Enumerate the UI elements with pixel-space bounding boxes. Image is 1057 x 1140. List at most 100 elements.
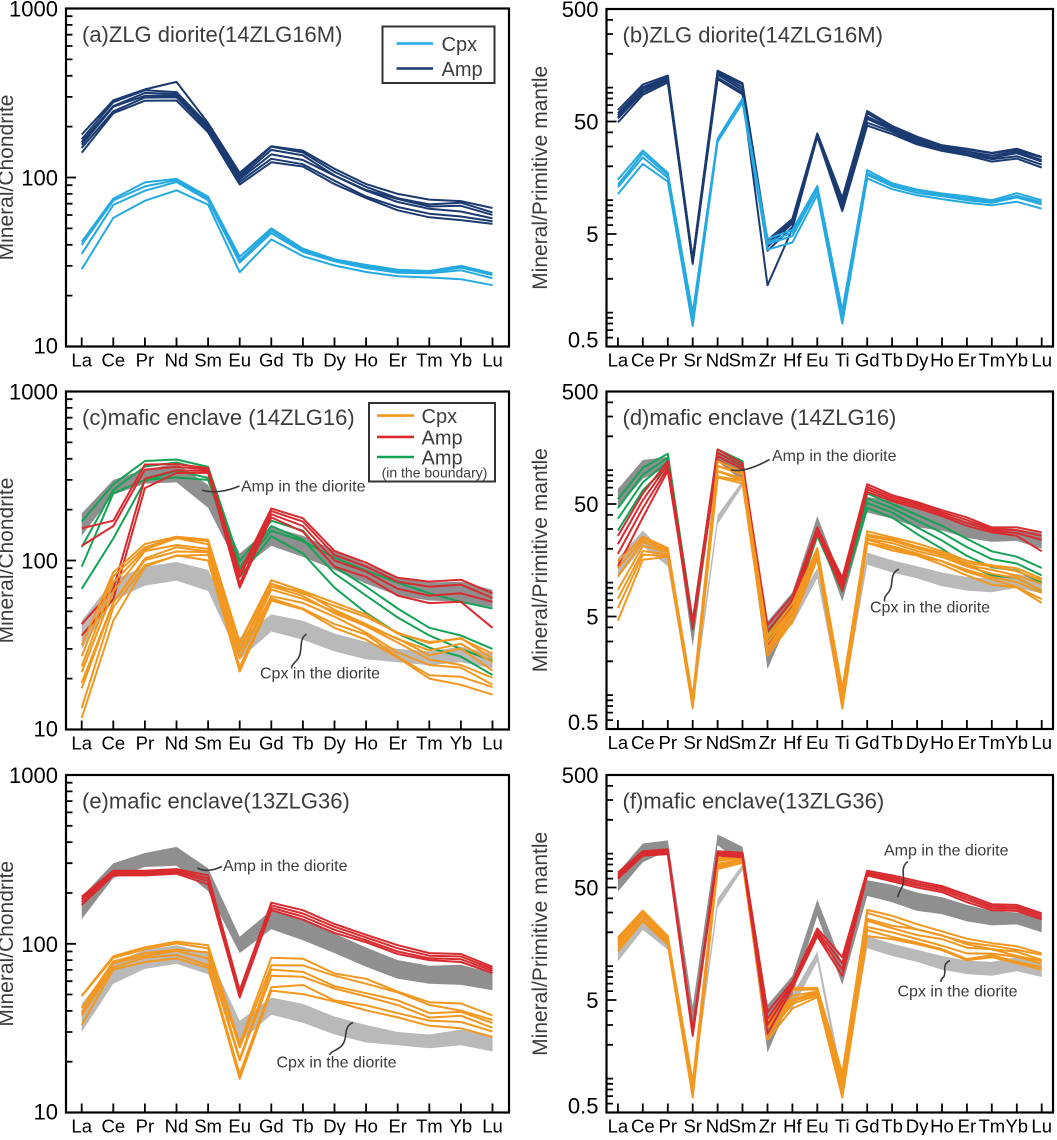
svg-text:Er: Er xyxy=(958,1116,977,1136)
svg-text:Sr: Sr xyxy=(683,732,702,753)
svg-text:Eu: Eu xyxy=(806,1116,829,1136)
svg-text:Yb: Yb xyxy=(1005,1116,1028,1136)
svg-text:Sr: Sr xyxy=(683,1116,702,1136)
svg-text:5: 5 xyxy=(586,988,598,1013)
svg-text:(e)mafic enclave(13ZLG36): (e)mafic enclave(13ZLG36) xyxy=(82,789,350,814)
svg-text:Ti: Ti xyxy=(835,350,850,371)
svg-text:Pr: Pr xyxy=(136,350,155,371)
svg-text:Cpx in the diorite: Cpx in the diorite xyxy=(277,1055,397,1072)
svg-text:Nd: Nd xyxy=(706,1116,730,1136)
svg-text:Ti: Ti xyxy=(835,732,850,753)
svg-text:Er: Er xyxy=(388,733,407,754)
svg-text:Gd: Gd xyxy=(259,733,284,754)
svg-text:Tb: Tb xyxy=(881,1116,903,1136)
svg-text:Cpx: Cpx xyxy=(422,406,458,428)
svg-text:Lu: Lu xyxy=(1031,350,1052,371)
svg-text:Lu: Lu xyxy=(482,733,503,754)
svg-text:La: La xyxy=(608,732,629,753)
svg-text:10: 10 xyxy=(34,717,58,742)
svg-text:Pr: Pr xyxy=(659,1116,678,1136)
svg-text:Mineral/Chondrite: Mineral/Chondrite xyxy=(0,478,18,644)
svg-text:Dy: Dy xyxy=(906,350,929,371)
svg-text:Sm: Sm xyxy=(194,350,222,371)
svg-text:Cpx: Cpx xyxy=(442,34,478,56)
svg-text:500: 500 xyxy=(562,380,599,405)
svg-text:Nd: Nd xyxy=(706,732,730,753)
svg-text:Ce: Ce xyxy=(101,1116,125,1136)
svg-text:Amp in the diorite: Amp in the diorite xyxy=(223,858,348,875)
svg-text:Tm: Tm xyxy=(416,733,443,754)
svg-text:(a)ZLG diorite(14ZLG16M): (a)ZLG diorite(14ZLG16M) xyxy=(82,22,342,47)
svg-text:(c)mafic enclave (14ZLG16): (c)mafic enclave (14ZLG16) xyxy=(82,405,355,430)
svg-text:Lu: Lu xyxy=(1031,1116,1052,1136)
svg-text:Er: Er xyxy=(958,350,977,371)
svg-text:Yb: Yb xyxy=(450,733,473,754)
svg-text:Pr: Pr xyxy=(136,733,155,754)
svg-text:Ce: Ce xyxy=(101,733,125,754)
svg-text:La: La xyxy=(71,1116,92,1136)
svg-text:Tm: Tm xyxy=(978,350,1005,371)
svg-text:Cpx in the diorite: Cpx in the diorite xyxy=(870,600,990,617)
svg-text:Eu: Eu xyxy=(228,350,251,371)
svg-text:Ce: Ce xyxy=(631,732,655,753)
svg-text:Er: Er xyxy=(388,350,407,371)
svg-text:Ti: Ti xyxy=(835,1116,850,1136)
svg-text:50: 50 xyxy=(574,876,598,901)
svg-text:0.5: 0.5 xyxy=(568,710,599,735)
svg-text:Eu: Eu xyxy=(806,732,829,753)
svg-text:0.5: 0.5 xyxy=(568,1094,599,1119)
svg-text:100: 100 xyxy=(21,166,58,191)
svg-text:Lu: Lu xyxy=(1031,732,1052,753)
svg-text:0.5: 0.5 xyxy=(568,328,599,353)
svg-text:Tm: Tm xyxy=(978,732,1005,753)
svg-text:Zr: Zr xyxy=(759,732,776,753)
svg-text:Amp in the diorite: Amp in the diorite xyxy=(241,479,366,496)
svg-text:Ce: Ce xyxy=(631,1116,655,1136)
svg-text:Gd: Gd xyxy=(259,1116,284,1136)
svg-text:10: 10 xyxy=(34,334,58,359)
svg-text:Dy: Dy xyxy=(323,1116,346,1136)
svg-text:1000: 1000 xyxy=(9,380,58,405)
svg-text:50: 50 xyxy=(574,110,598,135)
svg-text:Cpx in the diorite: Cpx in the diorite xyxy=(898,983,1018,1000)
svg-text:100: 100 xyxy=(21,932,58,957)
svg-text:1000: 1000 xyxy=(9,0,58,22)
svg-text:Tb: Tb xyxy=(292,733,314,754)
svg-text:(b)ZLG diorite(14ZLG16M): (b)ZLG diorite(14ZLG16M) xyxy=(623,23,883,48)
svg-text:Lu: Lu xyxy=(482,350,503,371)
svg-text:Eu: Eu xyxy=(228,1116,251,1136)
svg-text:Dy: Dy xyxy=(906,1116,929,1136)
svg-text:500: 500 xyxy=(562,763,599,788)
svg-text:(f)mafic enclave(13ZLG36): (f)mafic enclave(13ZLG36) xyxy=(623,789,885,814)
svg-text:Mineral/Primitive mantle: Mineral/Primitive mantle xyxy=(529,448,552,672)
svg-text:5: 5 xyxy=(586,605,598,630)
svg-text:La: La xyxy=(608,1116,629,1136)
svg-text:Nd: Nd xyxy=(165,350,189,371)
svg-text:Ce: Ce xyxy=(101,350,125,371)
svg-text:Mineral/Chondrite: Mineral/Chondrite xyxy=(0,95,18,261)
svg-text:Mineral/Primitive mantle: Mineral/Primitive mantle xyxy=(529,832,552,1056)
svg-text:Hf: Hf xyxy=(783,732,802,753)
svg-text:Eu: Eu xyxy=(228,733,251,754)
svg-text:Gd: Gd xyxy=(855,1116,880,1136)
svg-text:Gd: Gd xyxy=(855,732,880,753)
svg-text:Amp in the diorite: Amp in the diorite xyxy=(884,843,1009,860)
svg-text:Ho: Ho xyxy=(930,1116,954,1136)
svg-text:La: La xyxy=(71,350,92,371)
svg-text:Sm: Sm xyxy=(729,1116,757,1136)
svg-text:Yb: Yb xyxy=(450,1116,473,1136)
svg-text:Pr: Pr xyxy=(659,732,678,753)
svg-text:Tb: Tb xyxy=(881,350,903,371)
svg-text:Hf: Hf xyxy=(783,350,802,371)
svg-text:Ho: Ho xyxy=(354,1116,378,1136)
svg-text:Nd: Nd xyxy=(706,350,730,371)
svg-text:La: La xyxy=(71,733,92,754)
svg-text:Sm: Sm xyxy=(729,350,757,371)
svg-text:Nd: Nd xyxy=(165,1116,189,1136)
svg-text:La: La xyxy=(608,350,629,371)
svg-text:5: 5 xyxy=(586,222,598,247)
svg-text:500: 500 xyxy=(562,0,599,22)
svg-text:Yb: Yb xyxy=(1005,732,1028,753)
svg-text:Tb: Tb xyxy=(292,350,314,371)
svg-text:10: 10 xyxy=(34,1100,58,1125)
